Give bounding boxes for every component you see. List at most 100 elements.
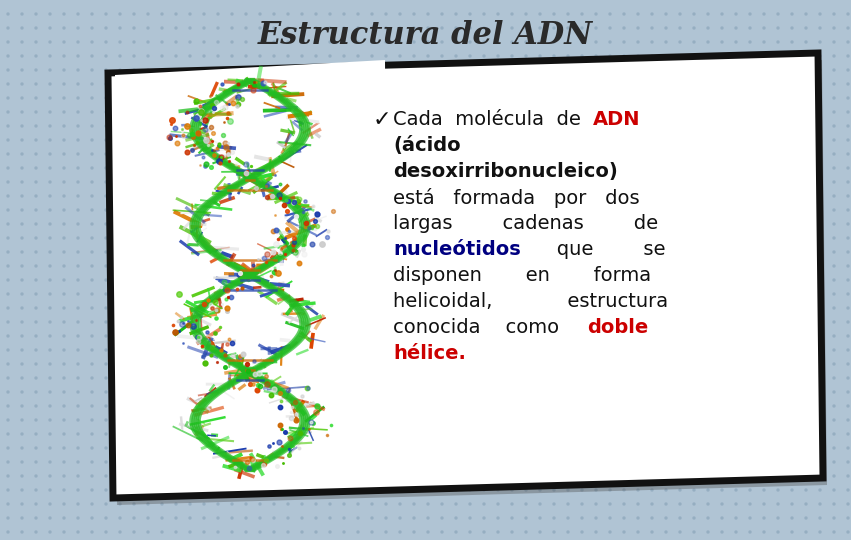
Circle shape xyxy=(805,475,807,477)
Circle shape xyxy=(147,321,149,323)
Circle shape xyxy=(735,307,737,309)
Circle shape xyxy=(49,97,51,99)
Circle shape xyxy=(483,125,485,127)
Circle shape xyxy=(595,223,597,225)
Circle shape xyxy=(399,111,401,113)
Circle shape xyxy=(651,489,653,491)
Circle shape xyxy=(273,447,275,449)
Circle shape xyxy=(7,349,9,351)
Circle shape xyxy=(819,237,821,239)
Circle shape xyxy=(483,531,485,533)
Circle shape xyxy=(273,489,275,491)
Circle shape xyxy=(63,461,65,463)
Circle shape xyxy=(7,419,9,421)
Circle shape xyxy=(91,307,93,309)
Circle shape xyxy=(791,419,793,421)
Circle shape xyxy=(273,405,275,407)
Circle shape xyxy=(357,223,359,225)
Circle shape xyxy=(328,83,331,85)
Circle shape xyxy=(637,251,639,253)
Circle shape xyxy=(217,503,219,505)
Circle shape xyxy=(623,321,625,323)
Circle shape xyxy=(301,321,303,323)
Circle shape xyxy=(371,55,373,57)
Circle shape xyxy=(91,531,93,533)
Circle shape xyxy=(651,69,653,71)
Circle shape xyxy=(693,13,695,15)
Circle shape xyxy=(399,223,401,225)
Circle shape xyxy=(77,153,79,155)
Circle shape xyxy=(735,475,737,477)
Circle shape xyxy=(105,433,107,435)
Circle shape xyxy=(679,531,681,533)
Circle shape xyxy=(455,321,457,323)
Circle shape xyxy=(21,461,23,463)
Circle shape xyxy=(777,69,780,71)
Circle shape xyxy=(623,391,625,393)
Circle shape xyxy=(119,125,121,127)
Circle shape xyxy=(777,83,780,85)
Circle shape xyxy=(203,377,205,379)
Circle shape xyxy=(525,153,527,155)
Circle shape xyxy=(735,139,737,141)
Circle shape xyxy=(273,55,275,57)
Circle shape xyxy=(7,181,9,183)
Circle shape xyxy=(231,237,233,239)
Circle shape xyxy=(147,223,149,225)
Circle shape xyxy=(385,503,387,505)
Circle shape xyxy=(77,69,79,71)
Circle shape xyxy=(7,461,9,463)
Circle shape xyxy=(21,83,23,85)
Circle shape xyxy=(497,503,499,505)
Circle shape xyxy=(63,153,65,155)
Circle shape xyxy=(161,377,163,379)
Circle shape xyxy=(819,265,821,267)
Circle shape xyxy=(539,69,541,71)
Circle shape xyxy=(175,69,177,71)
Circle shape xyxy=(581,391,583,393)
Circle shape xyxy=(609,433,611,435)
Circle shape xyxy=(273,349,275,351)
Circle shape xyxy=(259,69,261,71)
Circle shape xyxy=(343,97,346,99)
Circle shape xyxy=(665,475,667,477)
Circle shape xyxy=(693,405,695,407)
Circle shape xyxy=(147,517,149,519)
Circle shape xyxy=(175,363,177,365)
Circle shape xyxy=(49,335,51,337)
Circle shape xyxy=(217,251,219,253)
Circle shape xyxy=(217,181,219,183)
Circle shape xyxy=(805,391,807,393)
Circle shape xyxy=(7,307,9,309)
Circle shape xyxy=(49,349,51,351)
Circle shape xyxy=(231,335,233,337)
Circle shape xyxy=(483,223,485,225)
Circle shape xyxy=(49,153,51,155)
Circle shape xyxy=(77,321,79,323)
Circle shape xyxy=(63,195,65,197)
Circle shape xyxy=(539,27,541,29)
Circle shape xyxy=(777,419,780,421)
Circle shape xyxy=(49,461,51,463)
Circle shape xyxy=(595,377,597,379)
Circle shape xyxy=(595,307,597,309)
Circle shape xyxy=(833,83,835,85)
Circle shape xyxy=(679,97,681,99)
Circle shape xyxy=(847,237,849,239)
Circle shape xyxy=(133,55,135,57)
Circle shape xyxy=(357,181,359,183)
Circle shape xyxy=(693,153,695,155)
Circle shape xyxy=(245,13,247,15)
Circle shape xyxy=(833,69,835,71)
Circle shape xyxy=(637,419,639,421)
Circle shape xyxy=(245,251,247,253)
Circle shape xyxy=(679,349,681,351)
Circle shape xyxy=(259,223,261,225)
Circle shape xyxy=(721,307,723,309)
Circle shape xyxy=(483,447,485,449)
Circle shape xyxy=(245,223,247,225)
Circle shape xyxy=(819,307,821,309)
Circle shape xyxy=(21,69,23,71)
Circle shape xyxy=(623,531,625,533)
Circle shape xyxy=(189,489,191,491)
